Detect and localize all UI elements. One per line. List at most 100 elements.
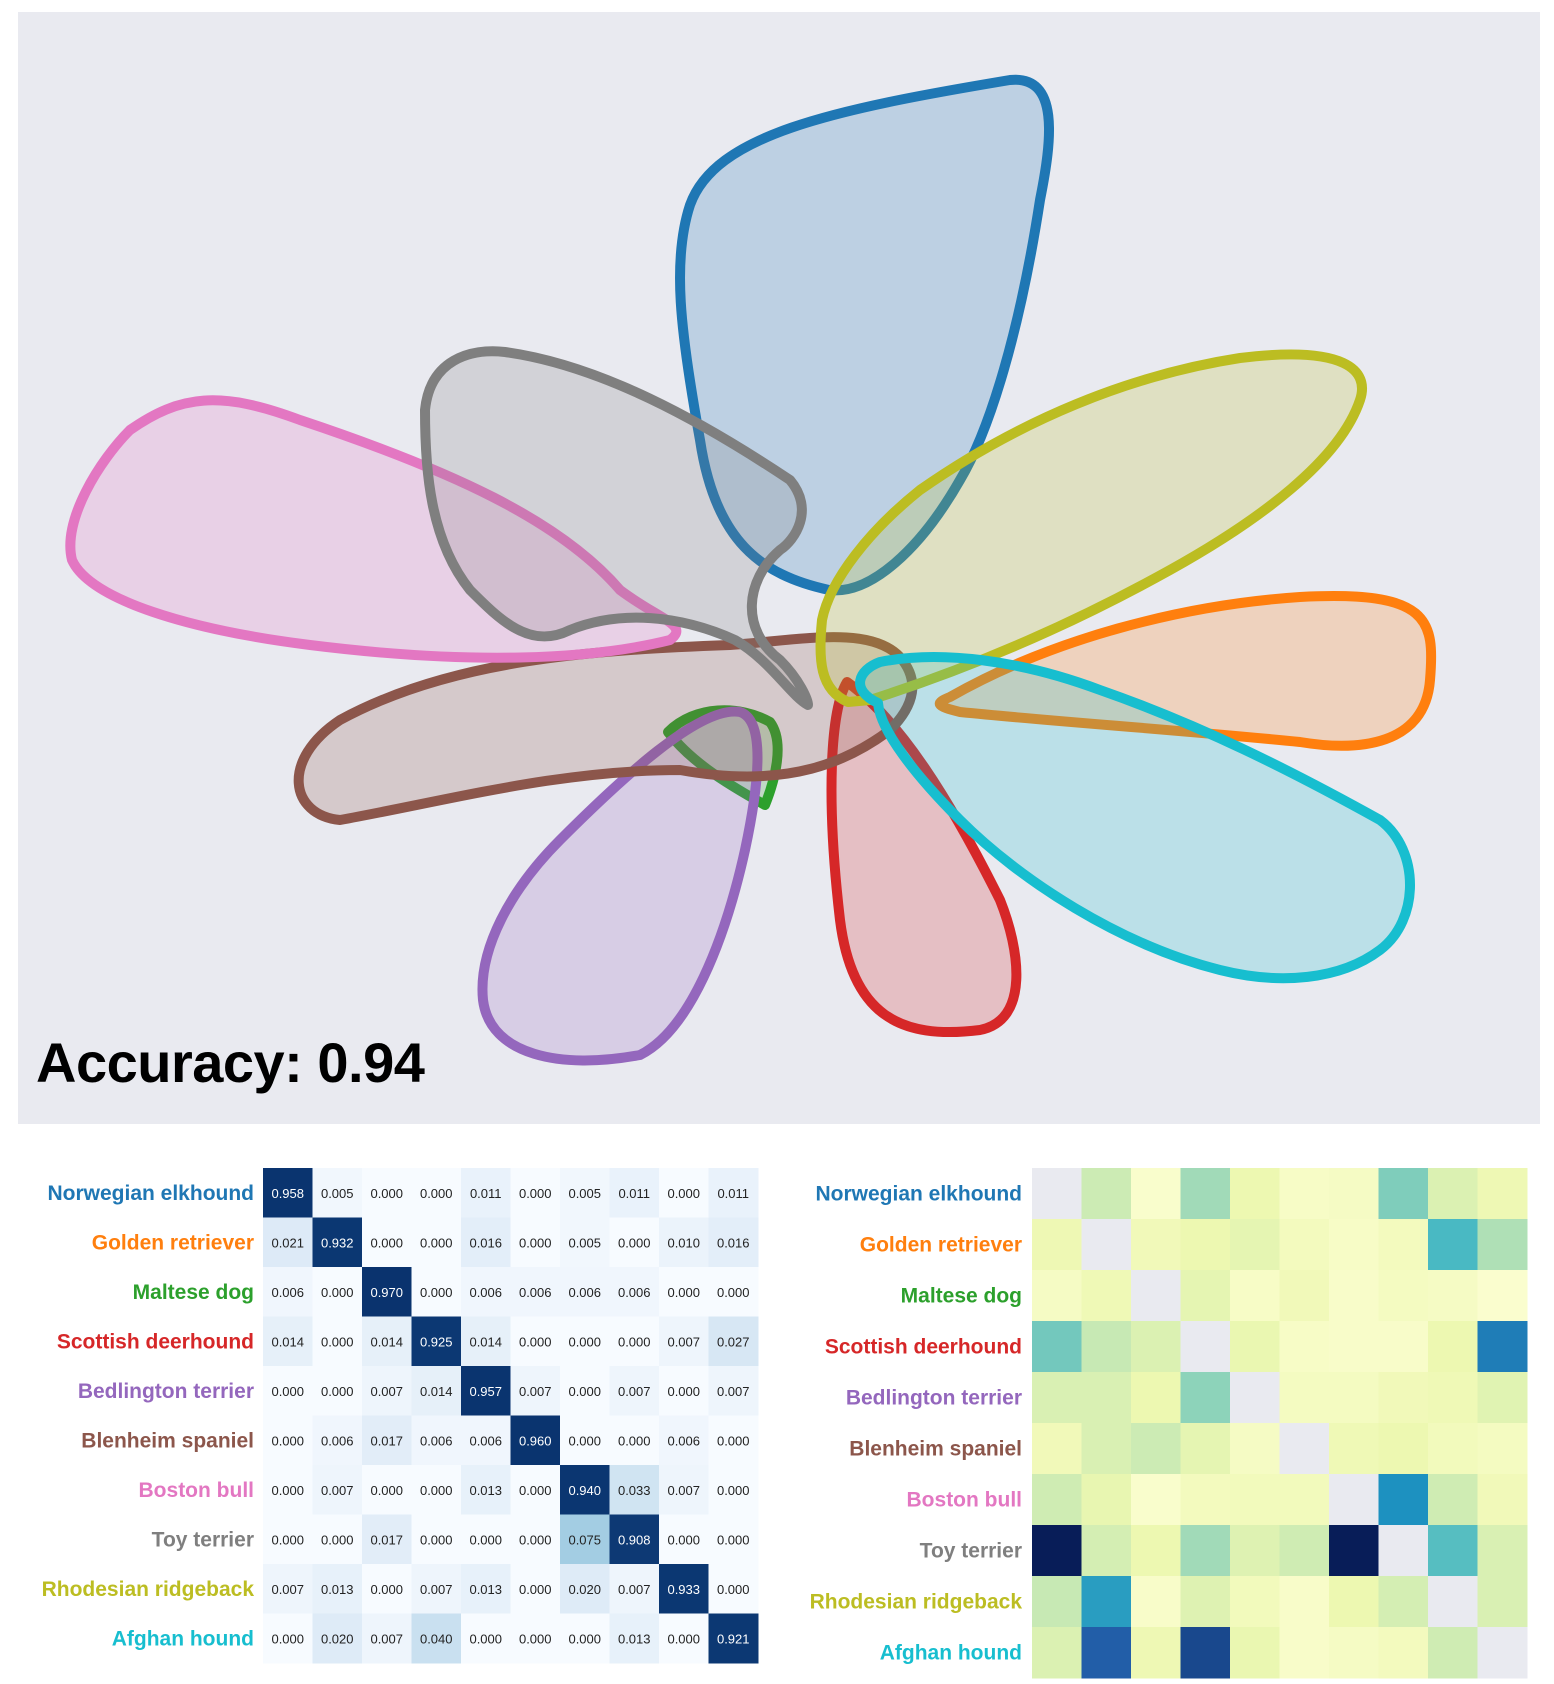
overlap-cell-r3-c6 xyxy=(1329,1321,1379,1373)
overlap-cell-r8-c1 xyxy=(1081,1576,1132,1628)
confusion-value-r7-c8: 0.000 xyxy=(667,1532,700,1547)
confusion-cell-r9-c9 xyxy=(708,1613,759,1664)
confusion-value-r3-c4: 0.014 xyxy=(469,1334,502,1349)
confusion-value-r8-c7: 0.007 xyxy=(618,1582,651,1597)
overlap-cell-r9-c0 xyxy=(1032,1627,1082,1679)
overlap-cell-r0-c3 xyxy=(1180,1168,1231,1220)
confusion-value-r1-c4: 0.016 xyxy=(469,1235,502,1250)
confusion-value-r8-c2: 0.000 xyxy=(370,1582,403,1597)
confusion-value-r0-c6: 0.005 xyxy=(568,1186,601,1201)
confusion-value-r6-c7: 0.033 xyxy=(618,1483,651,1498)
confusion-value-r8-c1: 0.013 xyxy=(321,1582,354,1597)
confusion-cell-r9-c8 xyxy=(659,1613,709,1664)
overlap-cell-r0-c5 xyxy=(1279,1168,1330,1220)
confusion-value-r6-c8: 0.007 xyxy=(667,1483,700,1498)
overlap-cell-r2-c6 xyxy=(1329,1270,1379,1322)
confusion-value-r6-c4: 0.013 xyxy=(469,1483,502,1498)
confusion-cell-r0-c6 xyxy=(560,1168,610,1218)
overlap-row-label-rhodesian-ridgeback: Rhodesian ridgeback xyxy=(810,1591,1023,1614)
confusion-value-r7-c6: 0.075 xyxy=(568,1532,601,1547)
blob-boston-bull xyxy=(65,395,682,663)
confusion-cell-r5-c5 xyxy=(510,1415,561,1466)
confusion-value-r0-c3: 0.000 xyxy=(420,1186,453,1201)
confusion-cell-r9-c2 xyxy=(362,1613,412,1664)
overlap-row-label-afghan-hound: Afghan hound xyxy=(880,1642,1022,1665)
confusion-cell-r0-c8 xyxy=(659,1168,709,1218)
overlap-cell-r2-c5 xyxy=(1279,1270,1330,1322)
confusion-cell-r1-c5 xyxy=(510,1217,561,1268)
overlap-cell-r1-c8 xyxy=(1428,1219,1478,1271)
confusion-row-label-afghan-hound: Afghan hound xyxy=(112,1627,254,1650)
confusion-cell-r0-c7 xyxy=(609,1168,660,1218)
confusion-value-r9-c1: 0.020 xyxy=(321,1631,354,1646)
confusion-value-r2-c4: 0.006 xyxy=(469,1285,502,1300)
confusion-cell-r5-c3 xyxy=(411,1415,462,1466)
confusion-value-r5-c8: 0.006 xyxy=(667,1433,700,1448)
overlap-cell-r1-c2 xyxy=(1131,1219,1181,1271)
confusion-cell-r4-c1 xyxy=(312,1366,363,1416)
overlap-cell-r8-c0 xyxy=(1032,1576,1082,1628)
confusion-cell-r5-c1 xyxy=(312,1415,363,1466)
confusion-value-r2-c5: 0.006 xyxy=(519,1285,552,1300)
confusion-cell-r5-c8 xyxy=(659,1415,709,1466)
overlap-row-label-norwegian-elkhound: Norwegian elkhound xyxy=(815,1183,1022,1206)
overlap-row-label-scottish-deerhound: Scottish deerhound xyxy=(825,1336,1022,1359)
overlap-cell-r9-c3 xyxy=(1180,1627,1231,1679)
confusion-cell-r2-c9 xyxy=(708,1267,759,1317)
overlap-cell-r6-c2 xyxy=(1131,1474,1181,1526)
confusion-value-r8-c0: 0.007 xyxy=(271,1582,304,1597)
confusion-cell-r3-c2 xyxy=(362,1316,412,1367)
confusion-value-r0-c2: 0.000 xyxy=(370,1186,403,1201)
confusion-row-label-golden-retriever: Golden retriever xyxy=(92,1231,254,1254)
overlap-cell-r3-c1 xyxy=(1081,1321,1132,1373)
overlap-cell-r9-c1 xyxy=(1081,1627,1132,1679)
confusion-value-r8-c9: 0.000 xyxy=(717,1582,750,1597)
accuracy-label: Accuracy: 0.94 xyxy=(36,1031,425,1094)
confusion-cell-r1-c3 xyxy=(411,1217,462,1268)
confusion-cell-r8-c7 xyxy=(609,1564,660,1614)
overlap-cell-r9-c4 xyxy=(1230,1627,1280,1679)
overlap-cell-r0-c1 xyxy=(1081,1168,1132,1220)
confusion-cell-r8-c9 xyxy=(708,1564,759,1614)
confusion-cell-r8-c8 xyxy=(659,1564,709,1614)
confusion-cell-r2-c6 xyxy=(560,1267,610,1317)
confusion-value-r6-c1: 0.007 xyxy=(321,1483,354,1498)
overlap-cell-r7-c0 xyxy=(1032,1525,1082,1577)
confusion-value-r8-c6: 0.020 xyxy=(568,1582,601,1597)
confusion-value-r9-c5: 0.000 xyxy=(519,1631,552,1646)
confusion-cell-r0-c5 xyxy=(510,1168,561,1218)
confusion-cell-r1-c6 xyxy=(560,1217,610,1268)
confusion-cell-r0-c9 xyxy=(708,1168,759,1218)
overlap-row-label-golden-retriever: Golden retriever xyxy=(860,1234,1022,1257)
overlap-cell-r6-c5 xyxy=(1279,1474,1330,1526)
confusion-cell-r1-c0 xyxy=(263,1217,313,1268)
confusion-value-r9-c4: 0.000 xyxy=(469,1631,502,1646)
heatmaps: 0.958 0.005 0.000 0.000 0.011 0.000 0.005 0.011… xyxy=(42,1168,1528,1679)
confusion-cell-r2-c7 xyxy=(609,1267,660,1317)
confusion-cell-r3-c9 xyxy=(708,1316,759,1367)
confusion-cell-r2-c2 xyxy=(362,1267,412,1317)
overlap-cell-r8-c7 xyxy=(1378,1576,1429,1628)
confusion-value-r1-c7: 0.000 xyxy=(618,1235,651,1250)
overlap-cell-r0-c4 xyxy=(1230,1168,1280,1220)
confusion-cell-r7-c1 xyxy=(312,1514,363,1565)
confusion-cell-r6-c6 xyxy=(560,1465,610,1515)
confusion-value-r3-c7: 0.000 xyxy=(618,1334,651,1349)
confusion-cell-r0-c2 xyxy=(362,1168,412,1218)
confusion-value-r5-c6: 0.000 xyxy=(568,1433,601,1448)
confusion-value-r4-c9: 0.007 xyxy=(717,1384,750,1399)
confusion-value-r9-c9: 0.921 xyxy=(717,1631,750,1646)
confusion-value-r3-c6: 0.000 xyxy=(568,1334,601,1349)
confusion-value-r2-c8: 0.000 xyxy=(667,1285,700,1300)
overlap-cell-r5-c8 xyxy=(1428,1423,1478,1475)
confusion-value-r4-c7: 0.007 xyxy=(618,1384,651,1399)
confusion-cell-r5-c4 xyxy=(461,1415,511,1466)
confusion-cell-r4-c0 xyxy=(263,1366,313,1416)
confusion-cell-r6-c4 xyxy=(461,1465,511,1515)
confusion-cell-r4-c5 xyxy=(510,1366,561,1416)
confusion-value-r8-c5: 0.000 xyxy=(519,1582,552,1597)
overlap-cell-r9-c6 xyxy=(1329,1627,1379,1679)
confusion-value-r5-c7: 0.000 xyxy=(618,1433,651,1448)
overlap-cell-r6-c3 xyxy=(1180,1474,1231,1526)
confusion-row-label-rhodesian-ridgeback: Rhodesian ridgeback xyxy=(42,1578,255,1601)
